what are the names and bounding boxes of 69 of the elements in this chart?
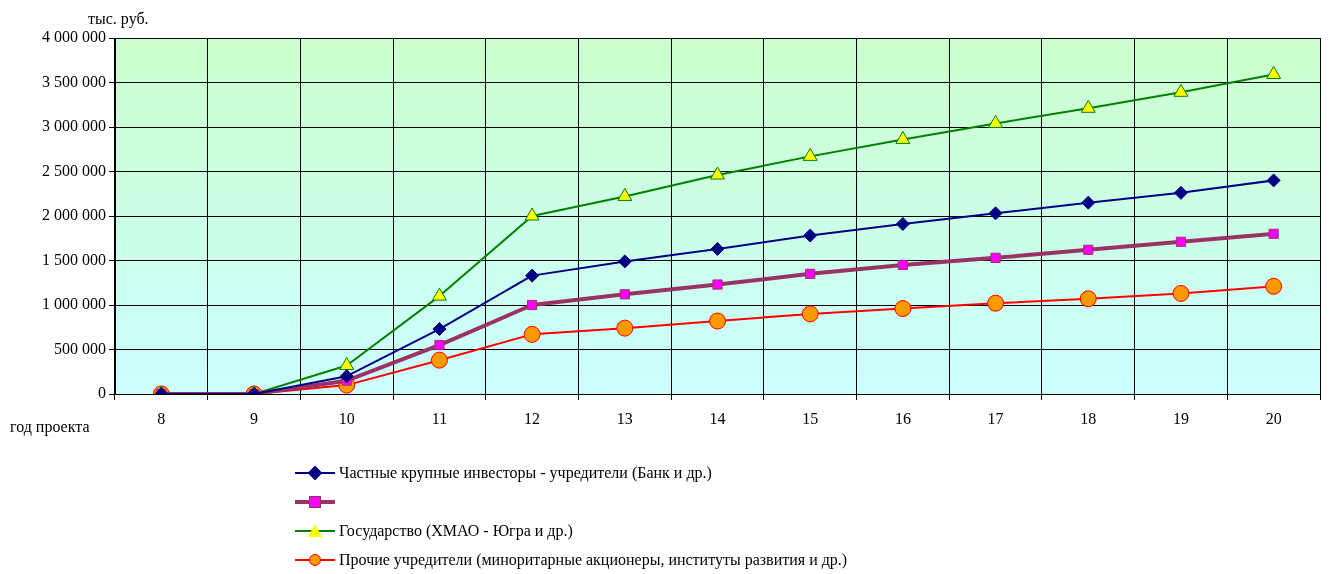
point	[710, 241, 725, 256]
point	[1079, 290, 1097, 308]
point	[1173, 185, 1188, 200]
x-tick-label: 12	[524, 409, 541, 427]
point	[1266, 173, 1281, 188]
point	[801, 305, 819, 323]
point	[1081, 195, 1096, 210]
point	[1265, 277, 1283, 295]
legend-label: Частные крупные инвесторы - учредители (Банк и др.)	[339, 463, 712, 484]
x-tick-label: 20	[1265, 409, 1282, 427]
point	[805, 268, 816, 279]
point	[988, 206, 1003, 221]
point	[895, 217, 910, 232]
point	[1172, 284, 1190, 302]
point	[712, 279, 723, 290]
y-tick-label: 3 000 000	[42, 117, 106, 135]
x-tick-label: 19	[1172, 409, 1189, 427]
point	[432, 322, 447, 337]
point	[432, 287, 447, 301]
point	[895, 130, 911, 144]
x-tick-label: 17	[987, 409, 1004, 427]
x-tick-label: 15	[802, 409, 819, 427]
y-tick-label: 4 000 000	[42, 28, 106, 46]
point	[527, 299, 538, 311]
point	[897, 259, 908, 271]
y-tick-label: 2 500 000	[42, 161, 106, 179]
x-axis-title: год проекта	[10, 418, 90, 437]
point	[709, 312, 726, 330]
point	[525, 268, 540, 283]
point	[1175, 236, 1187, 247]
y-tick-label: 3 500 000	[42, 72, 106, 90]
point	[1268, 228, 1279, 239]
point	[617, 187, 633, 201]
point	[987, 294, 1005, 312]
point	[990, 252, 1001, 263]
x-tick-label: 11	[431, 409, 448, 427]
point	[1080, 99, 1096, 113]
y-tick-label: 0	[98, 384, 106, 402]
point	[430, 351, 448, 369]
y-axis-title: тыс. руб.	[88, 10, 149, 29]
point	[802, 147, 818, 161]
x-tick-label: 10	[338, 409, 355, 427]
point	[894, 300, 912, 318]
legend-label: Прочие учредители (миноритарные акционеры, институты развития и др.)	[339, 550, 848, 571]
y-tick-label: 2 000 000	[42, 206, 106, 224]
point	[619, 289, 630, 300]
point	[710, 166, 725, 180]
point	[1266, 65, 1282, 79]
point	[616, 319, 634, 337]
y-tick-label: 1 500 000	[42, 250, 106, 268]
legend-label: Государство (ХМАО - Югра и др.)	[339, 521, 573, 542]
x-tick-label: 8	[157, 409, 166, 427]
point	[339, 369, 354, 384]
point	[434, 339, 445, 351]
x-tick-label: 14	[709, 409, 726, 427]
point	[803, 228, 818, 243]
point	[339, 357, 355, 371]
x-tick-label: 9	[250, 409, 259, 427]
x-tick-label: 13	[616, 409, 633, 427]
point	[1173, 83, 1189, 97]
point	[1083, 244, 1094, 255]
y-tick-label: 1 000 000	[42, 295, 106, 313]
x-tick-label: 18	[1080, 409, 1097, 427]
y-tick-label: 500 000	[54, 339, 106, 357]
point	[523, 325, 541, 343]
point	[988, 114, 1004, 128]
x-tick-label: 16	[894, 409, 911, 427]
point	[524, 207, 540, 221]
point	[617, 254, 632, 269]
